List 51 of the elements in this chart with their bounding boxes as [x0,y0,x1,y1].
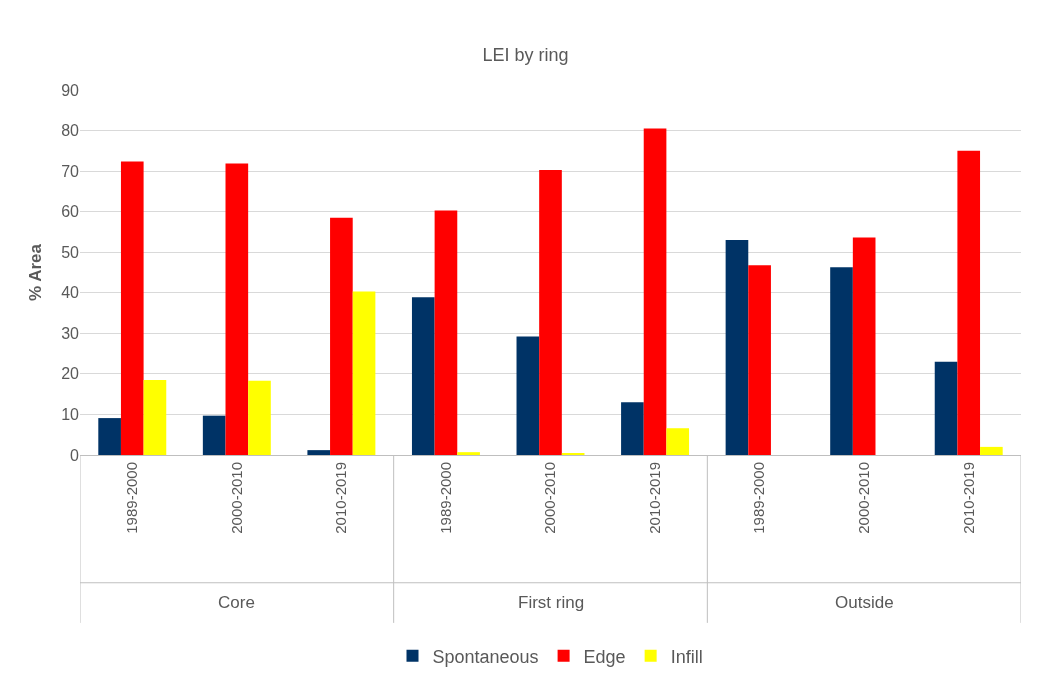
legend-label: Spontaneous [432,646,539,667]
bar [411,297,435,455]
bar [98,418,121,455]
bar [248,380,271,455]
x-tick-label: 1989-2000 [750,462,768,534]
bar [516,336,540,455]
x-tick-label: 2000-2010 [227,462,245,534]
y-tick-label: 20 [61,365,80,383]
y-tick-label: 60 [61,203,80,221]
y-tick-label: 50 [61,243,80,261]
y-tick-label: 90 [61,81,80,99]
y-tick-label: 70 [61,162,80,180]
y-tick-label: 30 [61,324,80,342]
text: Core [218,593,255,612]
x-tick-label: 1989-2000 [123,462,141,534]
bar [457,452,480,455]
y-tick-label: 80 [61,122,80,140]
text: First ring [518,593,585,612]
y-tick-label: 0 [70,446,80,464]
y-tick-label: 40 [61,284,80,302]
bar [643,128,667,455]
x-tick-label: 2000-2010 [541,462,559,534]
bar [307,450,331,455]
legend-label: Edge [583,646,626,667]
bar [621,402,644,455]
x-tick-label: 2010-2019 [332,462,350,534]
bar [352,291,376,455]
bar [980,446,1003,455]
x-tick-label: 2010-2019 [959,462,977,534]
x-tick-label: 2000-2010 [855,462,873,534]
text: Outside [835,593,894,612]
bar [202,415,226,455]
bar [143,379,167,455]
y-tick-label: 10 [61,406,80,424]
bar [225,163,249,455]
bar [934,361,958,455]
legend-label: Infill [670,646,703,667]
bar [852,237,876,455]
bar [748,265,771,455]
x-tick-label: 1989-2000 [436,462,454,534]
chart-title: LEI by ring [482,45,569,66]
bar [725,240,749,455]
bar [666,428,690,455]
bar [957,150,981,455]
bar [539,169,562,455]
bar [830,267,853,455]
x-tick-label: 2010-2019 [645,462,663,534]
bar [434,210,458,455]
bar [120,161,144,455]
bar [330,217,353,455]
y-axis-title: % Area [25,243,45,302]
